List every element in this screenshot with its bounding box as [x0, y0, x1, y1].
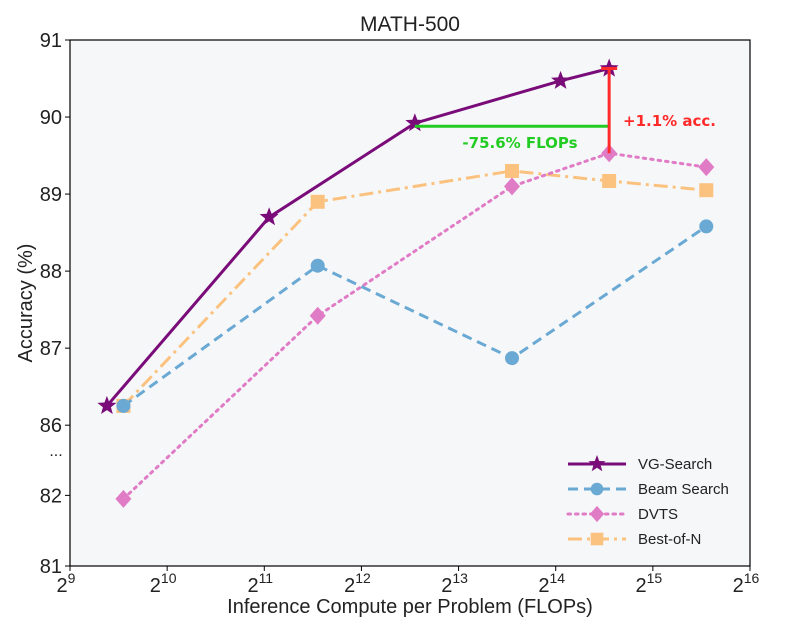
legend: VG-Search Beam Search DVTS Best-of-N — [558, 447, 744, 559]
data-point — [505, 351, 519, 366]
data-point — [505, 163, 519, 178]
data-point — [310, 194, 325, 209]
y-tick-label: 86 — [40, 415, 62, 437]
legend-item: Beam Search — [568, 481, 729, 498]
data-point — [310, 258, 325, 273]
series-layer — [97, 58, 715, 508]
legend-marker — [590, 482, 604, 496]
y-tick-label: 82 — [40, 485, 62, 507]
legend-label: Best-of-N — [638, 531, 701, 548]
data-point — [97, 395, 117, 415]
x-axis-ticks: 29 210 211 212 213 214 215 216 — [57, 566, 760, 597]
chart-title: MATH-500 — [360, 13, 460, 36]
x-tick-label: 29 — [57, 570, 76, 597]
data-point — [699, 183, 714, 198]
y-tick-label: 90 — [40, 107, 62, 129]
annotations: -75.6% FLOPs +1.1% acc. — [414, 67, 716, 154]
data-point — [405, 113, 425, 132]
legend-item: Best-of-N — [568, 531, 701, 548]
series-beam-search — [116, 219, 714, 413]
x-tick-label: 211 — [247, 570, 273, 597]
y-axis-ticks: 81 82 86 87 88 89 90 91... — [40, 30, 70, 578]
data-point — [698, 158, 715, 177]
y-axis-break-marker: ... — [49, 443, 62, 460]
legend-label: VG-Search — [638, 456, 712, 473]
legend-marker — [590, 532, 604, 546]
x-tick-label: 213 — [441, 570, 468, 597]
data-point — [699, 219, 714, 234]
x-tick-label: 216 — [733, 570, 760, 597]
x-tick-label: 210 — [150, 570, 177, 597]
data-point — [309, 306, 326, 325]
y-tick-label: 91 — [40, 30, 62, 52]
x-axis-label: Inference Compute per Problem (FLOPs) — [227, 596, 593, 618]
data-point — [259, 207, 279, 226]
legend-item: VG-Search — [568, 455, 712, 473]
data-point — [115, 489, 132, 508]
legend-item: DVTS — [566, 505, 678, 523]
y-tick-label: 88 — [40, 261, 62, 283]
legend-box — [558, 447, 744, 559]
legend-label: DVTS — [638, 506, 678, 523]
legend-marker — [588, 455, 606, 472]
x-tick-label: 215 — [636, 570, 663, 597]
legend-label: Beam Search — [638, 481, 729, 498]
y-axis-label: Accuracy (%) — [15, 244, 37, 363]
data-point — [551, 70, 571, 89]
y-tick-label: 87 — [40, 338, 62, 360]
data-point — [602, 173, 617, 188]
x-tick-label: 212 — [344, 570, 371, 597]
data-point — [504, 177, 520, 196]
accuracy-gain-label: +1.1% acc. — [623, 112, 716, 130]
x-tick-label: 214 — [538, 570, 565, 597]
series-line — [122, 225, 708, 408]
y-tick-label: 81 — [40, 556, 62, 578]
y-tick-label: 89 — [40, 184, 62, 206]
data-point — [116, 398, 131, 413]
flops-reduction-label: -75.6% FLOPs — [462, 134, 577, 152]
legend-marker — [589, 505, 605, 523]
